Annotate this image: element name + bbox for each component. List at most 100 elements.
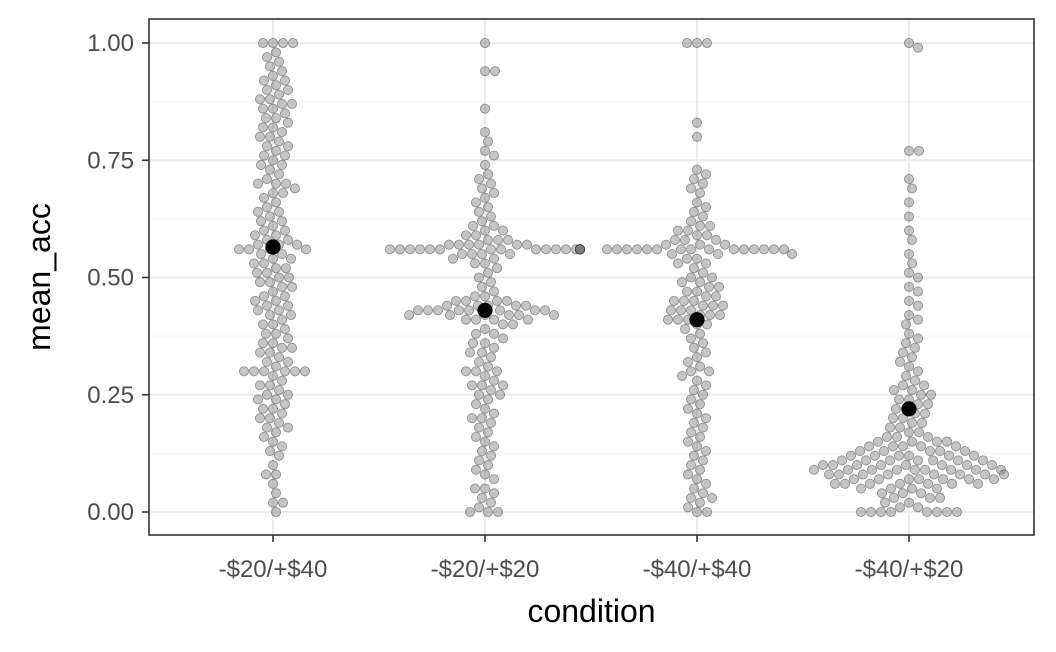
data-point (641, 244, 653, 255)
data-point (701, 37, 713, 49)
data-point (501, 295, 513, 307)
data-point (979, 469, 991, 480)
data-point (903, 281, 915, 292)
data-point (691, 117, 703, 128)
data-point (276, 281, 288, 292)
data-point (273, 56, 285, 67)
data-point (691, 441, 703, 452)
data-point (404, 244, 416, 255)
data-point (479, 192, 491, 203)
data-point (261, 173, 273, 185)
data-point (691, 375, 703, 386)
data-point (665, 305, 677, 316)
data-point (768, 244, 780, 255)
data-point (282, 356, 294, 367)
data-point (707, 300, 719, 311)
mean-point (901, 401, 917, 417)
data-point (277, 37, 289, 49)
data-point (273, 206, 285, 217)
data-point (267, 370, 279, 382)
data-point (829, 478, 841, 489)
data-point (961, 460, 973, 471)
data-point (485, 450, 497, 461)
data-point (252, 394, 264, 405)
data-point (456, 248, 468, 260)
data-point (697, 300, 709, 311)
data-point (479, 159, 491, 170)
data-point (485, 417, 497, 428)
data-point (488, 220, 500, 231)
data-point (691, 37, 703, 49)
data-point (473, 389, 485, 400)
data-point (264, 211, 276, 222)
data-point (881, 431, 893, 443)
data-point (700, 258, 712, 269)
data-point (691, 164, 703, 175)
data-point (264, 413, 276, 424)
data-point (470, 366, 482, 377)
data-point (494, 389, 506, 400)
data-point (869, 450, 881, 461)
data-point (422, 305, 434, 316)
data-point (703, 244, 715, 255)
data-point (479, 103, 491, 114)
data-point (906, 234, 918, 246)
data-point (510, 300, 522, 311)
data-point (479, 291, 491, 302)
data-point (931, 506, 943, 518)
data-point (891, 431, 903, 443)
data-point (925, 389, 937, 400)
data-point (476, 248, 488, 260)
data-point (922, 399, 934, 410)
data-point (264, 347, 276, 358)
data-point (560, 244, 572, 255)
data-point (666, 248, 678, 260)
data-point (950, 441, 962, 452)
data-point (906, 483, 918, 494)
data-point (900, 338, 912, 349)
data-point (685, 216, 697, 227)
data-point (479, 338, 491, 349)
data-point (488, 488, 500, 499)
data-point (270, 197, 282, 208)
data-point (264, 131, 276, 142)
data-point (827, 460, 839, 471)
data-point (685, 394, 697, 405)
data-point (688, 342, 700, 353)
data-point (479, 258, 491, 269)
data-point (903, 37, 915, 49)
data-point (277, 188, 289, 199)
data-point (706, 492, 718, 503)
data-point (704, 220, 716, 231)
x-axis: -$20/+$40 -$20/+$20 -$40/+$40 -$40/+$20 (219, 535, 963, 583)
data-point (998, 469, 1010, 480)
data-point (894, 502, 906, 513)
data-point (703, 281, 715, 292)
data-point (503, 309, 515, 321)
data-point (897, 488, 909, 499)
data-point (668, 295, 680, 307)
data-point (270, 295, 282, 307)
data-point (252, 305, 264, 316)
data-point (464, 347, 476, 358)
data-point (276, 342, 288, 353)
data-point (280, 178, 292, 189)
data-point (267, 460, 279, 471)
data-point (273, 89, 285, 100)
data-point (270, 80, 282, 91)
data-point (460, 295, 472, 307)
data-point (894, 422, 906, 433)
data-point (885, 483, 897, 494)
data-point (476, 445, 488, 457)
data-point (574, 244, 586, 255)
data-point (283, 272, 295, 283)
data-point (906, 436, 918, 447)
data-point (934, 445, 946, 457)
data-point (682, 502, 694, 513)
data-point (694, 399, 706, 410)
data-point (255, 248, 267, 260)
data-point (915, 389, 927, 400)
data-point (282, 117, 294, 128)
data-point (691, 131, 703, 142)
data-point (888, 492, 900, 503)
